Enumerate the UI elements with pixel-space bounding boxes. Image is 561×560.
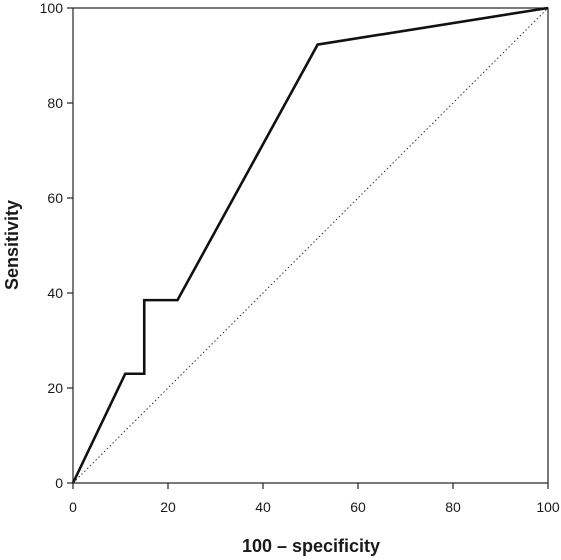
y-tick-label: 0 bbox=[55, 475, 63, 491]
plot-frame bbox=[72, 7, 549, 484]
x-tick-label: 60 bbox=[350, 499, 366, 515]
roc-curve-line bbox=[71, 6, 549, 484]
x-tick-label: 20 bbox=[160, 499, 176, 515]
reference-diagonal-line bbox=[72, 7, 549, 484]
y-axis-title: Sensitivity bbox=[2, 200, 22, 290]
x-tick-label: 40 bbox=[255, 499, 271, 515]
x-axis-title: 100 – specificity bbox=[242, 536, 380, 556]
y-tick-label: 80 bbox=[47, 95, 63, 111]
x-tick-label: 100 bbox=[536, 499, 560, 515]
plot-layer bbox=[71, 6, 549, 484]
y-tick-label: 100 bbox=[40, 0, 64, 16]
x-tick-label: 80 bbox=[445, 499, 461, 515]
y-tick-label: 40 bbox=[47, 285, 63, 301]
y-tick-label: 20 bbox=[47, 380, 63, 396]
x-tick-label: 0 bbox=[69, 499, 77, 515]
tick-layer: 0 20 40 60 80 100 0 20 40 60 80 100 bbox=[40, 0, 560, 515]
y-tick-label: 60 bbox=[47, 190, 63, 206]
